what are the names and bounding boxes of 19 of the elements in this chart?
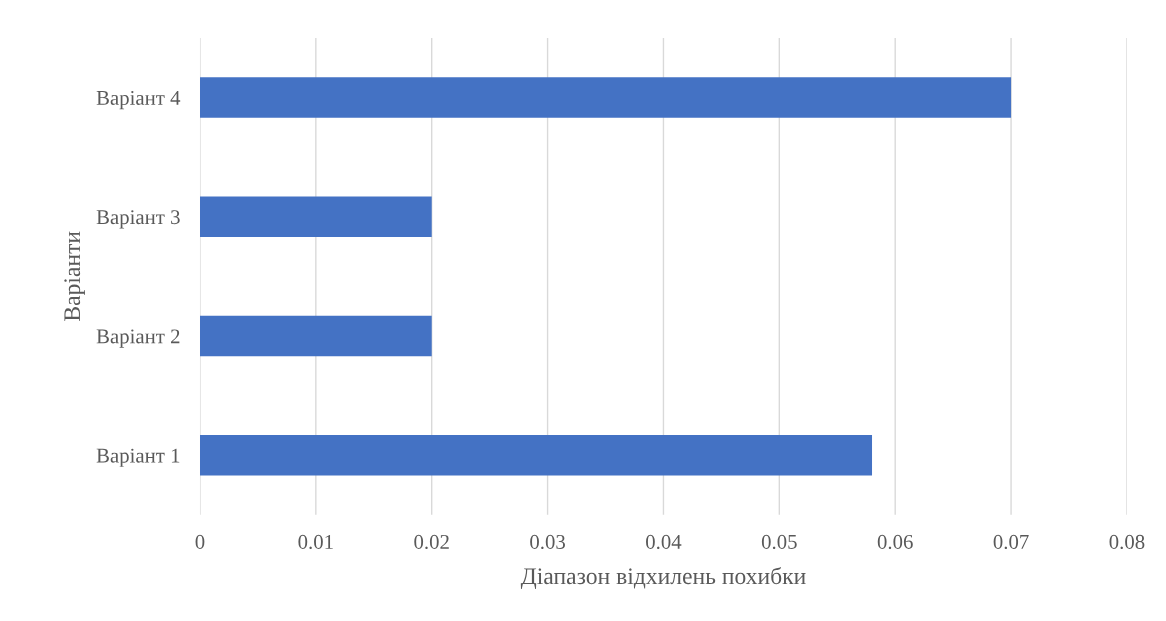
- y-tick-label: Варіант 1: [96, 448, 180, 467]
- x-tick-label: 0.08: [1109, 534, 1145, 550]
- y-tick-label: Варіант 4: [96, 90, 181, 110]
- x-tick-label: 0.03: [530, 534, 565, 550]
- y-tick-label: Варіант 3: [96, 210, 180, 229]
- x-tick-label: 0.05: [761, 534, 797, 550]
- x-tick-label: 0.01: [298, 534, 333, 550]
- x-tick-label: 0.07: [993, 534, 1029, 550]
- bar: [199, 434, 873, 476]
- x-tick-label: 0.02: [414, 534, 449, 550]
- x-axis-title: Діапазон відхилень похибки: [520, 567, 806, 589]
- bar: [199, 77, 1012, 118]
- y-axis-title: Варіанти: [64, 231, 85, 321]
- y-tick-label: Варіант 2: [96, 329, 180, 348]
- x-tick-label: 0: [195, 534, 205, 549]
- x-tick-label: 0.04: [646, 534, 682, 550]
- bar: [199, 315, 432, 357]
- bar: [199, 196, 432, 237]
- x-tick-label: 0.06: [877, 534, 913, 550]
